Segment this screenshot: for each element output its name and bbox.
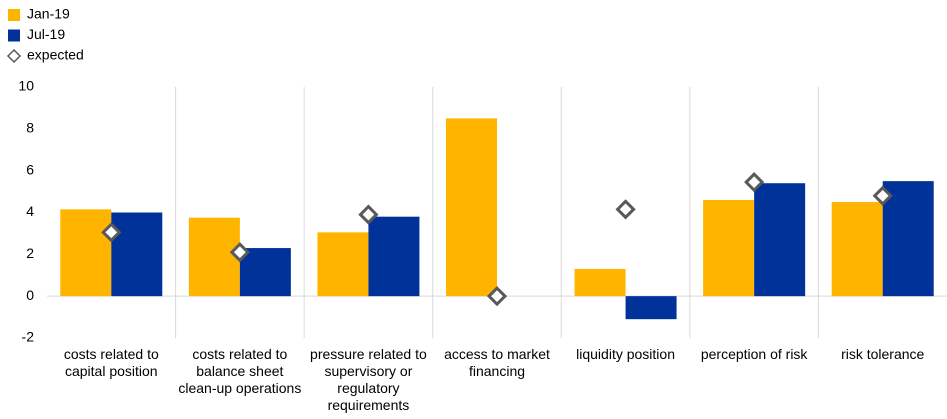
- bar: [446, 118, 497, 297]
- legend-marker: [8, 9, 20, 21]
- y-tick-label: 10: [18, 78, 34, 94]
- bar: [239, 248, 291, 297]
- y-tick-label: 0: [26, 287, 34, 303]
- x-tick-label: liquidity position: [576, 346, 675, 362]
- legend-marker: [6, 48, 22, 64]
- x-tick-label: risk tolerance: [841, 346, 925, 362]
- x-tick-label: access to market financing: [444, 346, 550, 379]
- y-tick-label: 2: [26, 245, 34, 261]
- bar: [625, 296, 677, 320]
- expected-marker: [486, 286, 508, 307]
- bar: [574, 268, 626, 297]
- x-tick-label: pressure related to supervisory or regul…: [310, 346, 427, 413]
- legend-label: expected: [27, 47, 84, 63]
- expected-marker: [101, 222, 122, 243]
- bar: [111, 212, 163, 297]
- bar: [831, 202, 883, 297]
- bar: [754, 183, 806, 297]
- bar: [317, 232, 369, 297]
- y-tick-label: 6: [26, 161, 34, 177]
- expected-marker: [872, 185, 893, 206]
- expected-marker: [229, 242, 250, 263]
- legend-label: Jul-19: [27, 26, 65, 42]
- y-tick-label: 4: [26, 203, 34, 219]
- bar: [882, 181, 934, 297]
- bar: [60, 209, 112, 297]
- legend-marker: [8, 29, 20, 42]
- x-tick-label: perception of risk: [700, 346, 808, 362]
- y-tick-label: -2: [22, 329, 35, 345]
- expected-marker: [615, 199, 636, 220]
- bar: [368, 216, 420, 297]
- x-tick-label: costs related to balance sheet clean-up …: [178, 346, 302, 396]
- bar: [188, 217, 240, 297]
- y-tick-label: 8: [26, 120, 34, 136]
- bar: [703, 199, 755, 297]
- legend-label: Jan-19: [27, 6, 70, 22]
- x-tick-label: costs related to capital position: [63, 346, 159, 379]
- expected-marker: [744, 172, 765, 193]
- expected-marker: [358, 204, 379, 225]
